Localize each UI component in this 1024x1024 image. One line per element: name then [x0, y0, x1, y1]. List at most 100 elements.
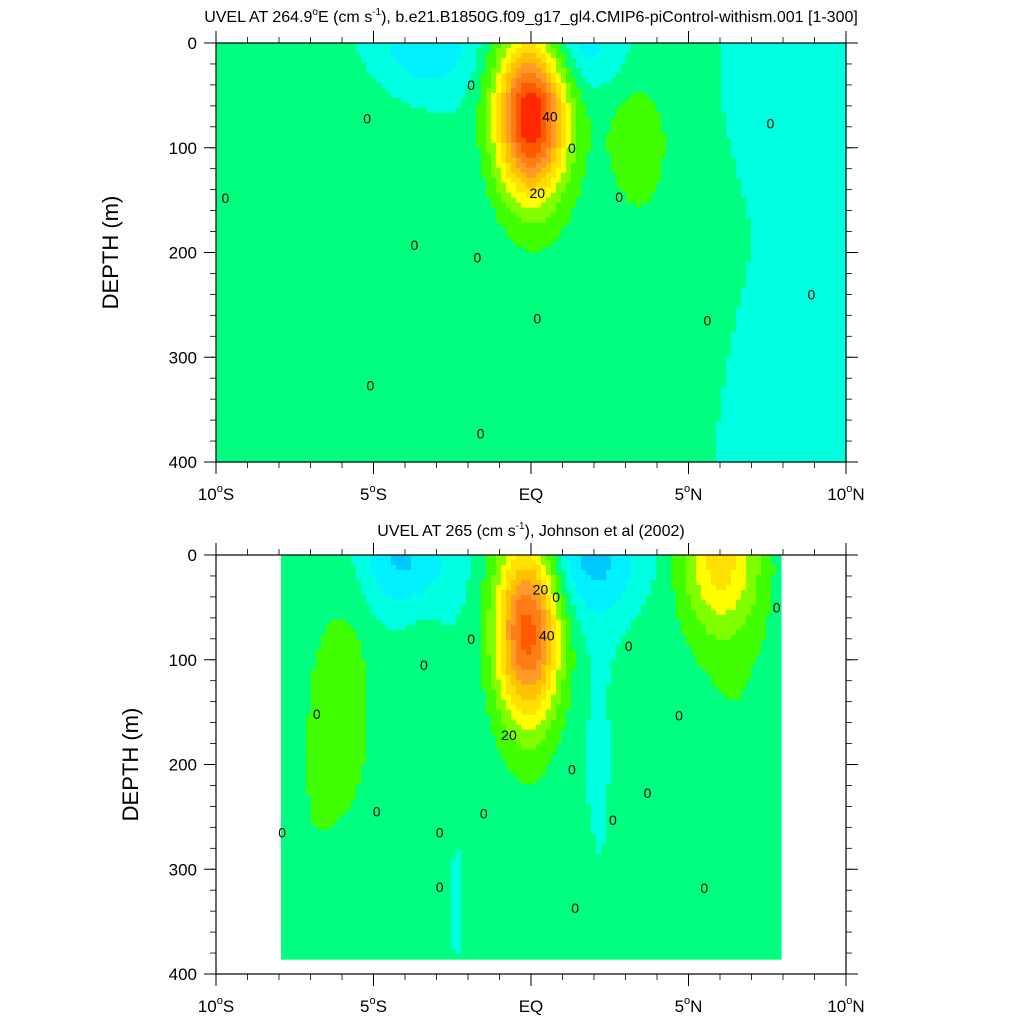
field-cell — [216, 122, 477, 129]
field-cell — [281, 749, 307, 756]
field-cell — [281, 744, 307, 751]
field-cell — [611, 122, 662, 129]
field-cell — [696, 609, 717, 616]
field-cell — [511, 624, 522, 631]
field-cell — [646, 599, 677, 606]
field-cell — [511, 162, 517, 169]
field-cell — [451, 939, 462, 945]
field-cell — [321, 644, 362, 651]
field-cell — [611, 734, 782, 741]
field-cell — [546, 107, 552, 114]
field-cell — [551, 67, 557, 74]
field-cell — [671, 569, 687, 576]
field-cell — [496, 694, 502, 701]
field-cell — [511, 699, 542, 706]
field-cell — [611, 679, 712, 686]
field-cell — [501, 107, 507, 114]
field-cell — [461, 924, 782, 930]
field-cell — [516, 669, 542, 676]
field-cell — [481, 639, 487, 646]
field-cell — [311, 814, 342, 820]
field-cell — [756, 574, 772, 581]
field-cell — [696, 659, 757, 666]
field-cell — [281, 679, 312, 686]
x-tick-label: 5oN — [675, 995, 703, 1016]
field-cell — [366, 699, 487, 706]
field-cell — [306, 774, 362, 781]
field-cell — [566, 147, 577, 154]
field-cell — [511, 659, 517, 666]
field-cell — [456, 62, 477, 69]
field-cell — [516, 162, 527, 169]
field-cell — [586, 152, 612, 159]
field-cell — [556, 137, 562, 144]
contour-label: 0 — [373, 804, 381, 820]
field-cell — [366, 704, 487, 711]
field-cell — [541, 87, 547, 94]
field-cell — [771, 574, 782, 581]
field-cell — [621, 634, 687, 641]
x-tick-label: 10oS — [198, 995, 234, 1016]
field-cell — [466, 589, 482, 596]
field-cell — [561, 684, 572, 691]
field-cell — [451, 894, 462, 900]
field-cell — [541, 202, 557, 209]
field-cell — [481, 624, 487, 631]
field-cell — [611, 559, 632, 566]
field-cell — [551, 624, 557, 631]
field-cell — [476, 137, 487, 144]
field-cell — [521, 82, 537, 89]
field-cell — [496, 57, 502, 64]
field-cell — [586, 604, 612, 611]
field-cell — [216, 127, 477, 134]
field-cell — [571, 127, 577, 134]
field-cell — [576, 157, 587, 164]
field-cell — [511, 564, 542, 571]
field-cell — [506, 82, 512, 89]
field-cell — [511, 604, 517, 611]
field-cell — [506, 729, 547, 736]
field-cell — [581, 192, 627, 199]
field-cell — [566, 52, 572, 59]
field-cell — [481, 604, 492, 611]
field-cell — [556, 579, 562, 586]
field-cell — [626, 192, 652, 199]
field-cell — [546, 579, 552, 586]
field-cell — [601, 82, 722, 89]
field-cell — [581, 43, 602, 49]
field-cell — [566, 182, 582, 189]
field-cell — [556, 689, 562, 696]
field-cell — [726, 362, 847, 368]
field-cell — [441, 559, 472, 566]
field-cell — [361, 52, 392, 59]
field-cell — [546, 714, 557, 721]
field-cell — [681, 624, 707, 631]
field-cell — [546, 197, 562, 204]
field-cell — [556, 57, 562, 64]
field-cell — [281, 949, 457, 955]
field-cell — [546, 62, 552, 69]
field-cell — [216, 167, 482, 174]
field-cell — [556, 92, 562, 99]
field-cell — [506, 594, 512, 601]
field-cell — [606, 824, 782, 830]
field-cell — [736, 322, 847, 328]
field-cell — [566, 619, 572, 626]
field-cell — [516, 619, 522, 626]
field-cell — [606, 804, 782, 810]
field-cell — [556, 102, 562, 109]
field-cell — [306, 754, 367, 761]
contour-label: 0 — [700, 880, 708, 896]
contour-label: 0 — [704, 313, 712, 329]
field-cell — [591, 127, 612, 134]
field-cell — [496, 92, 502, 99]
field-cell — [546, 57, 557, 64]
field-cell — [576, 82, 592, 89]
field-cell — [591, 704, 607, 711]
field-cell — [606, 794, 782, 801]
field-cell — [501, 749, 557, 756]
field-cell — [451, 864, 462, 870]
field-cell — [506, 157, 517, 164]
field-cell — [431, 579, 467, 586]
